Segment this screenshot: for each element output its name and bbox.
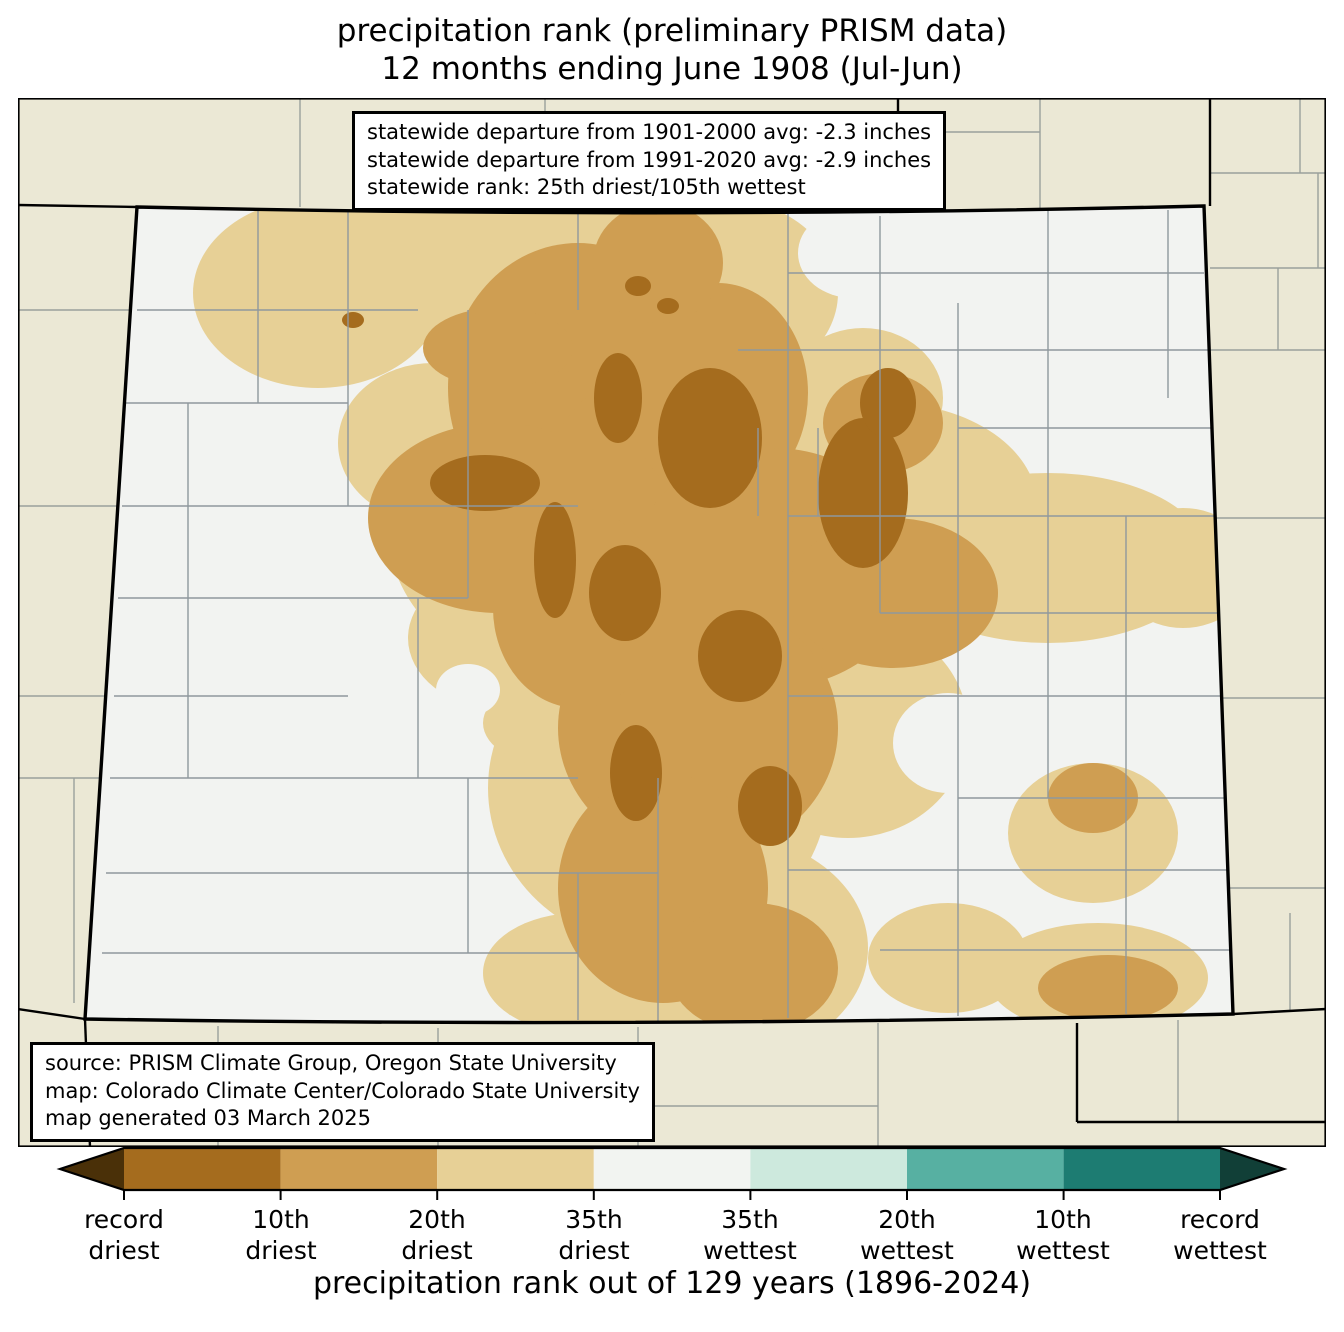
rank-colorbar	[56, 1146, 1288, 1200]
stats-line-3: statewide rank: 25th driest/105th wettes…	[367, 175, 806, 199]
stats-line-1: statewide departure from 1901-2000 avg: …	[367, 120, 932, 144]
figure-title: precipitation rank (preliminary PRISM da…	[0, 12, 1344, 88]
source-credit-box: source: PRISM Climate Group, Oregon Stat…	[30, 1042, 655, 1142]
tick-label-20th-wettest: 20th wettest	[860, 1205, 954, 1265]
statewide-stats-box: statewide departure from 1901-2000 avg: …	[352, 111, 947, 211]
tick-label-35th-driest: 35th driest	[558, 1205, 630, 1265]
credit-line-1: source: PRISM Climate Group, Oregon Stat…	[45, 1051, 617, 1075]
stats-line-2: statewide departure from 1991-2020 avg: …	[367, 147, 932, 172]
colorbar-ticks	[123, 1190, 1221, 1200]
title-line-2: 12 months ending June 1908 (Jul-Jun)	[381, 51, 963, 87]
record-driest-arrow	[60, 1148, 124, 1190]
tick-label-record-wettest: record wettest	[1173, 1205, 1267, 1265]
title-line-1: precipitation rank (preliminary PRISM da…	[336, 13, 1008, 49]
tick-label-10th-wettest: 10th wettest	[1016, 1205, 1110, 1265]
tick-label-20th-driest: 20th driest	[401, 1205, 473, 1265]
colorado-state-border	[83, 204, 1235, 1025]
colorbar-segments	[124, 1148, 1220, 1190]
credit-line-3: map generated 03 March 2025	[45, 1106, 372, 1130]
tick-label-10th-driest: 10th driest	[245, 1205, 317, 1265]
record-wettest-arrow	[1220, 1148, 1284, 1190]
map-panel: statewide departure from 1901-2000 avg: …	[18, 98, 1326, 1147]
colorado-county-lines	[102, 210, 1233, 1023]
tick-label-35th-wettest: 35th wettest	[703, 1205, 797, 1265]
rank-top-10-driest-region	[342, 276, 916, 846]
colorbar-axis-label: precipitation rank out of 129 years (189…	[312, 1266, 1032, 1301]
tick-label-record-driest: record driest	[84, 1205, 164, 1265]
colorado-precipitation-map	[18, 98, 1326, 1147]
map-frame-border	[18, 98, 1326, 1147]
credit-line-2: map: Colorado Climate Center/Colorado St…	[45, 1078, 640, 1103]
